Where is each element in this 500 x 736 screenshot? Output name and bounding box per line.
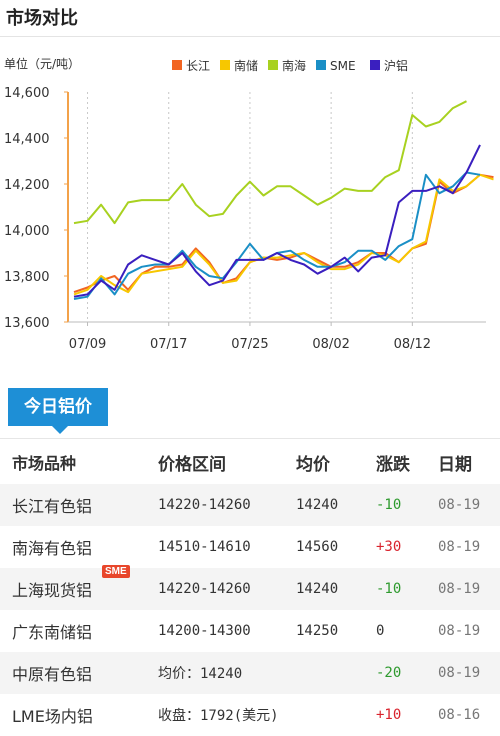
series-line	[73, 173, 494, 294]
header-avg: 均价	[296, 454, 330, 475]
legend-label: 沪铝	[384, 58, 408, 73]
y-tick-label: 14,000	[4, 224, 50, 239]
row-avg: 14250	[296, 623, 339, 639]
series-line	[73, 173, 494, 296]
table-row[interactable]: 上海现货铝 SME 14220-14260 14240 -10 08-19	[0, 565, 500, 610]
legend-label: 南海	[282, 58, 306, 73]
price-table: 市场品种 价格区间 均价 涨跌 日期 长江有色铝 14220-14260 142…	[0, 440, 500, 736]
x-tick-label: 07/25	[231, 337, 268, 352]
header-date: 日期	[438, 454, 472, 475]
legend-swatch	[316, 60, 326, 70]
y-tick-label: 14,400	[4, 132, 50, 147]
x-tick-label: 07/17	[150, 337, 187, 352]
row-change: 0	[376, 623, 385, 639]
legend-swatch	[268, 60, 278, 70]
x-tick-label: 07/09	[69, 337, 106, 352]
market-name-wrap: 上海现货铝 SME	[12, 565, 130, 601]
row-range: 均价：14240	[158, 666, 243, 682]
y-axis-unit-label: 单位（元/吨）	[4, 56, 80, 71]
page-title: 市场对比	[6, 8, 78, 29]
row-date: 08-19	[438, 623, 481, 639]
row-market: 南海有色铝	[12, 539, 93, 558]
x-tick-label: 08/02	[312, 337, 349, 352]
row-date: 08-16	[438, 707, 481, 723]
y-tick-label: 14,600	[4, 86, 50, 101]
row-date: 08-19	[438, 581, 481, 597]
row-market: 长江有色铝	[12, 497, 93, 516]
section-title: 市场对比	[0, 0, 500, 37]
table-header-row: 市场品种 价格区间 均价 涨跌 日期	[0, 440, 500, 484]
row-change: +30	[376, 539, 402, 555]
price-comparison-chart: 单位（元/吨） 长江 南储 南海 SME 沪铝 13,600 13,800 14,000 14,2…	[4, 56, 494, 352]
x-tick-label: 08/12	[394, 337, 431, 352]
row-change: -10	[376, 497, 402, 513]
row-market: 上海现货铝 SME	[0, 565, 158, 610]
row-range: 14220-14260	[158, 497, 251, 513]
row-change: -20	[376, 665, 402, 681]
row-change: +10	[376, 707, 402, 723]
row-date: 08-19	[438, 497, 481, 513]
row-market-label: 上海现货铝	[12, 581, 93, 600]
row-market: 广东南储铝	[12, 623, 93, 642]
table-row[interactable]: 长江有色铝 14220-14260 14240 -10 08-19	[0, 484, 500, 526]
row-avg: 14560	[296, 539, 339, 555]
row-market: 中原有色铝	[12, 665, 93, 684]
row-date: 08-19	[438, 665, 481, 681]
table-row[interactable]: LME场内铝 收盘：1792(美元) +10 08-16	[0, 694, 500, 736]
header-range: 价格区间	[158, 454, 226, 475]
tab-bar: 今日铝价	[0, 384, 500, 439]
legend-label: SME	[330, 59, 356, 73]
legend-swatch	[172, 60, 182, 70]
header-market: 市场品种	[12, 454, 77, 473]
row-range: 14220-14260	[158, 581, 251, 597]
series-line	[73, 100, 467, 225]
legend-label: 南储	[234, 58, 258, 73]
row-market: LME场内铝	[12, 707, 93, 726]
y-tick-label: 14,200	[4, 178, 50, 193]
y-tick-label: 13,600	[4, 316, 50, 331]
row-avg: 14240	[296, 581, 339, 597]
legend-swatch	[370, 60, 380, 70]
row-avg: 14240	[296, 497, 339, 513]
series-line	[73, 144, 481, 298]
row-range: 14200-14300	[158, 623, 251, 639]
legend-swatch	[220, 60, 230, 70]
row-date: 08-19	[438, 539, 481, 555]
table-row[interactable]: 中原有色铝 均价：14240 -20 08-19	[0, 652, 500, 694]
table-row[interactable]: 南海有色铝 14510-14610 14560 +30 08-19	[0, 526, 500, 568]
table-row[interactable]: 广东南储铝 14200-14300 14250 0 08-19	[0, 610, 500, 652]
legend-label: 长江	[186, 59, 210, 73]
row-change: -10	[376, 581, 402, 597]
row-range: 收盘：1792(美元)	[158, 708, 279, 724]
row-range: 14510-14610	[158, 539, 251, 555]
tab-today-price[interactable]: 今日铝价	[8, 388, 108, 434]
header-change: 涨跌	[376, 454, 410, 475]
sme-badge: SME	[102, 565, 130, 578]
y-tick-label: 13,800	[4, 270, 50, 285]
